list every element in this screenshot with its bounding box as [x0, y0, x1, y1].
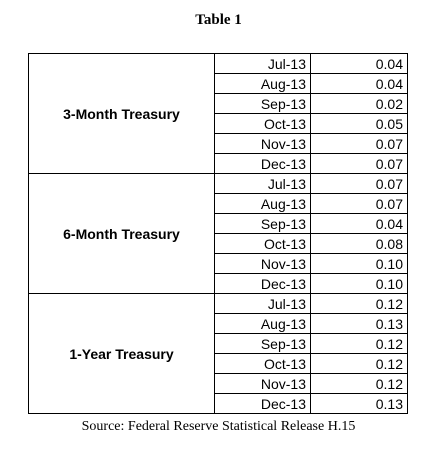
- value-cell: 0.07: [310, 153, 408, 174]
- month-cell: Dec-13: [214, 393, 311, 414]
- value-cell: 0.04: [310, 53, 408, 74]
- month-cell: Oct-13: [214, 113, 311, 134]
- month-cell: Aug-13: [214, 313, 311, 334]
- value-cell: 0.10: [310, 273, 408, 294]
- month-cell: Jul-13: [214, 173, 311, 194]
- value-cell: 0.04: [310, 213, 408, 234]
- table-row: Oct-13 0.05: [29, 113, 408, 134]
- value-cell: 0.12: [310, 333, 408, 354]
- month-cell: Jul-13: [214, 293, 311, 314]
- value-cell: 0.07: [310, 173, 408, 194]
- month-cell: Jul-13: [214, 53, 311, 74]
- value-cell: 0.12: [310, 353, 408, 374]
- table-row: 6-Month Treasury Jul-13 0.07: [28, 173, 408, 294]
- month-cell: Aug-13: [214, 193, 311, 214]
- month-cell: Aug-13: [214, 73, 311, 94]
- value-cell: 0.10: [310, 253, 408, 274]
- value-cell: 0.04: [310, 73, 408, 94]
- table-row: 3-Month Treasury Jul-13 0.04: [28, 53, 408, 174]
- month-cell: Nov-13: [214, 253, 311, 274]
- table-row: Aug-13 0.13: [29, 313, 408, 334]
- table-row: Nov-13 0.10: [29, 253, 408, 274]
- value-cell: 0.13: [310, 313, 408, 334]
- source-note: Source: Federal Reserve Statistical Rele…: [81, 419, 356, 434]
- table-row: Dec-13 0.13: [29, 393, 408, 414]
- value-cell: 0.08: [310, 233, 408, 254]
- table-row: Oct-13 0.08: [29, 233, 408, 254]
- treasury-rates-table: 3-Month Treasury Jul-13 0.04 Aug-13 0.04…: [28, 53, 408, 414]
- value-cell: 0.07: [310, 193, 408, 214]
- month-cell: Oct-13: [214, 233, 311, 254]
- table-row: Dec-13 0.07: [29, 153, 408, 174]
- month-cell: Dec-13: [214, 273, 311, 294]
- table-row: Dec-13 0.10: [29, 273, 408, 294]
- group-label-6-month: 6-Month Treasury: [28, 173, 215, 294]
- month-cell: Oct-13: [214, 353, 311, 374]
- value-cell: 0.02: [310, 93, 408, 114]
- value-cell: 0.05: [310, 113, 408, 134]
- table-row: Oct-13 0.12: [29, 353, 408, 374]
- table-row: Sep-13 0.04: [29, 213, 408, 234]
- month-cell: Dec-13: [214, 153, 311, 174]
- month-cell: Nov-13: [214, 133, 311, 154]
- month-cell: Sep-13: [214, 333, 311, 354]
- month-cell: Nov-13: [214, 373, 311, 394]
- group-label-3-month: 3-Month Treasury: [28, 53, 215, 174]
- value-cell: 0.07: [310, 133, 408, 154]
- month-cell: Sep-13: [214, 213, 311, 234]
- value-cell: 0.12: [310, 293, 408, 314]
- value-cell: 0.13: [310, 393, 408, 414]
- month-cell: Sep-13: [214, 93, 311, 114]
- table-title: Table 1: [195, 12, 242, 28]
- group-label-1-year: 1-Year Treasury: [28, 293, 215, 414]
- table-row: 1-Year Treasury Jul-13 0.12: [28, 293, 408, 414]
- value-cell: 0.12: [310, 373, 408, 394]
